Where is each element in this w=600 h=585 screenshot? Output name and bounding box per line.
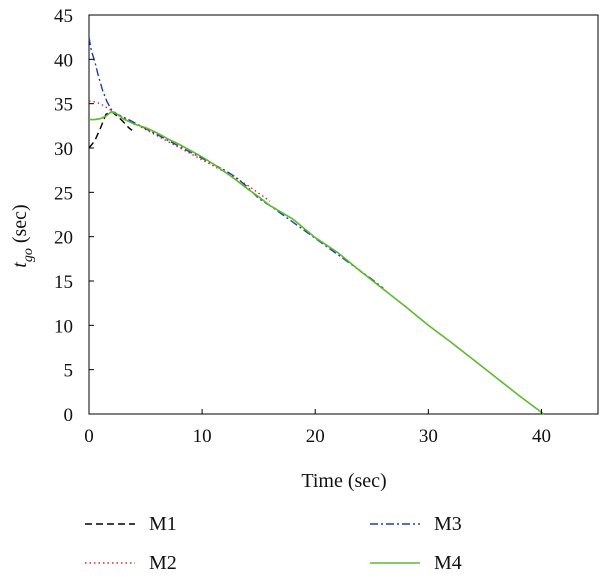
series-lines (88, 37, 545, 415)
legend-item-m4: M4 (370, 552, 462, 574)
legend-item-m1: M1 (85, 513, 177, 535)
legend-item-m3: M3 (370, 513, 462, 535)
legend-label: M1 (149, 513, 177, 535)
legend-item-m2: M2 (85, 552, 177, 574)
x-tick-label: 10 (193, 426, 212, 447)
y-tick-label: 5 (64, 361, 74, 382)
x-tick-label: 0 (84, 426, 94, 447)
y-tick-label: 40 (54, 50, 73, 71)
y-tick-label: 15 (54, 272, 73, 293)
legend-label: M2 (149, 552, 177, 574)
y-tick-label: 10 (54, 316, 73, 337)
legend-label: M3 (434, 513, 462, 535)
axes: 0 10 20 30 40 0 5 10 15 20 25 30 35 40 45 (54, 6, 551, 447)
y-tick-label: 30 (54, 139, 73, 160)
y-tick-label: 0 (64, 405, 74, 426)
legend: M1 M2 M3 M4 (85, 513, 462, 574)
x-axis-label: Time (sec) (301, 470, 386, 492)
series-line-m3 (88, 37, 384, 289)
x-tick-label: 20 (306, 426, 325, 447)
x-tick-label: 30 (419, 426, 438, 447)
plot-area (88, 14, 599, 415)
x-tick-label: 40 (532, 426, 551, 447)
plot-frame (88, 14, 599, 415)
legend-label: M4 (434, 552, 462, 574)
y-tick-label: 20 (54, 228, 73, 249)
series-line-m4 (89, 110, 545, 415)
y-axis-label: tgo (sec) (9, 204, 36, 267)
series-line-m1 (88, 110, 133, 149)
y-tick-label: 35 (54, 95, 73, 116)
y-tick-label: 25 (54, 183, 73, 204)
y-tick-label: 45 (54, 6, 73, 27)
